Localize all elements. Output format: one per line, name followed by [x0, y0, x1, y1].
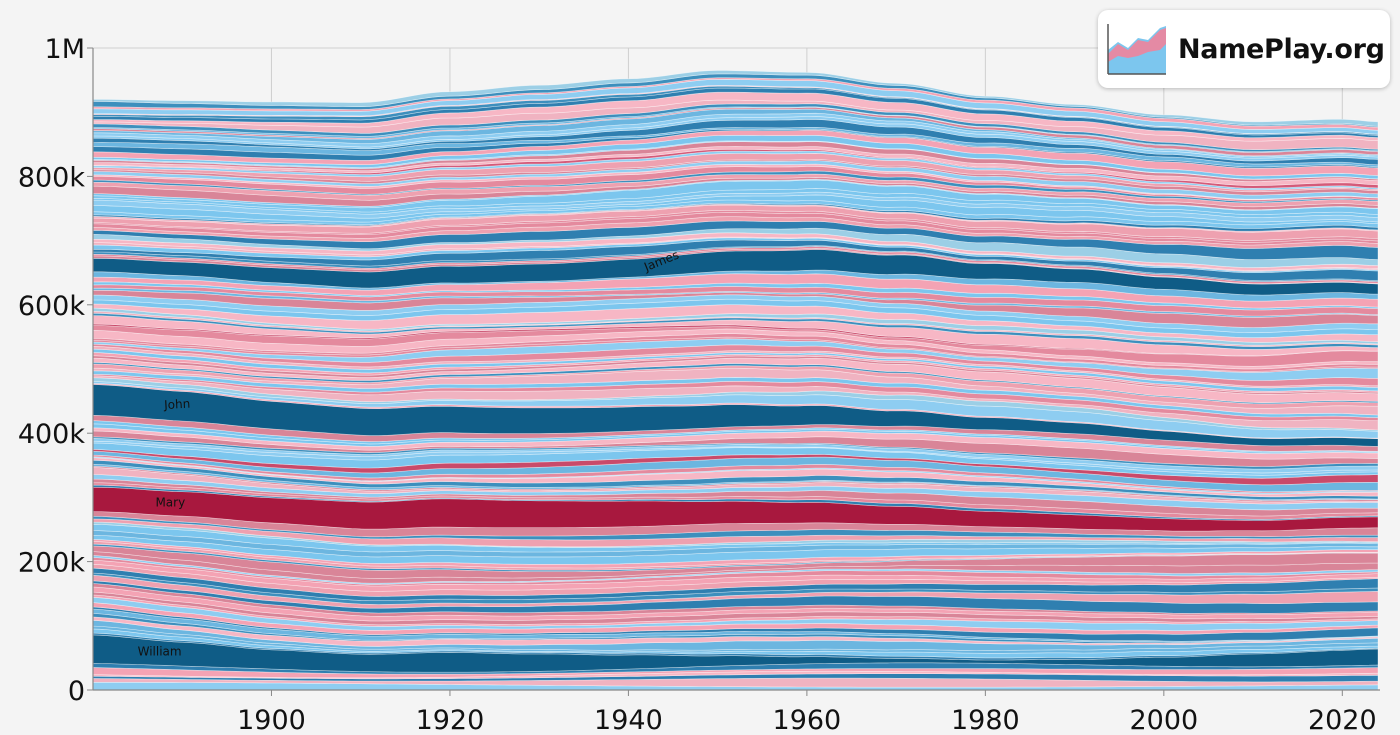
- y-tick-label-1M: 1M: [45, 34, 85, 65]
- y-axis-ticks: 0 200k 400k 600k 800k 1M: [18, 34, 93, 707]
- axes: [92, 48, 1380, 691]
- x-tick-label-1980: 1980: [951, 705, 1020, 735]
- brand-badge[interactable]: NamePlay.org: [1098, 10, 1390, 88]
- stream-label-mary: Mary: [155, 496, 185, 510]
- y-tick-label-800k: 800k: [18, 162, 86, 193]
- x-tick-label-1900: 1900: [237, 705, 306, 735]
- y-tick-label-0: 0: [68, 676, 85, 707]
- x-tick-label-2020: 2020: [1308, 705, 1377, 735]
- x-tick-label-1940: 1940: [594, 705, 663, 735]
- y-tick-label-600k: 600k: [18, 291, 86, 322]
- stream-layer-149: [92, 70, 1379, 127]
- stream-label-john: John: [163, 397, 191, 412]
- x-axis-ticks: 1900 1920 1940 1960 1980 2000 2020: [237, 690, 1377, 735]
- stream-label-william: William: [138, 644, 182, 658]
- area-chart-logo-icon: [1104, 20, 1170, 78]
- x-tick-label-1920: 1920: [416, 705, 485, 735]
- stream-layers: [92, 70, 1379, 690]
- x-tick-label-1960: 1960: [773, 705, 842, 735]
- y-tick-label-200k: 200k: [18, 548, 86, 579]
- brand-name: NamePlay.org: [1178, 33, 1385, 65]
- y-tick-label-400k: 400k: [18, 419, 86, 450]
- x-tick-label-2000: 2000: [1129, 705, 1198, 735]
